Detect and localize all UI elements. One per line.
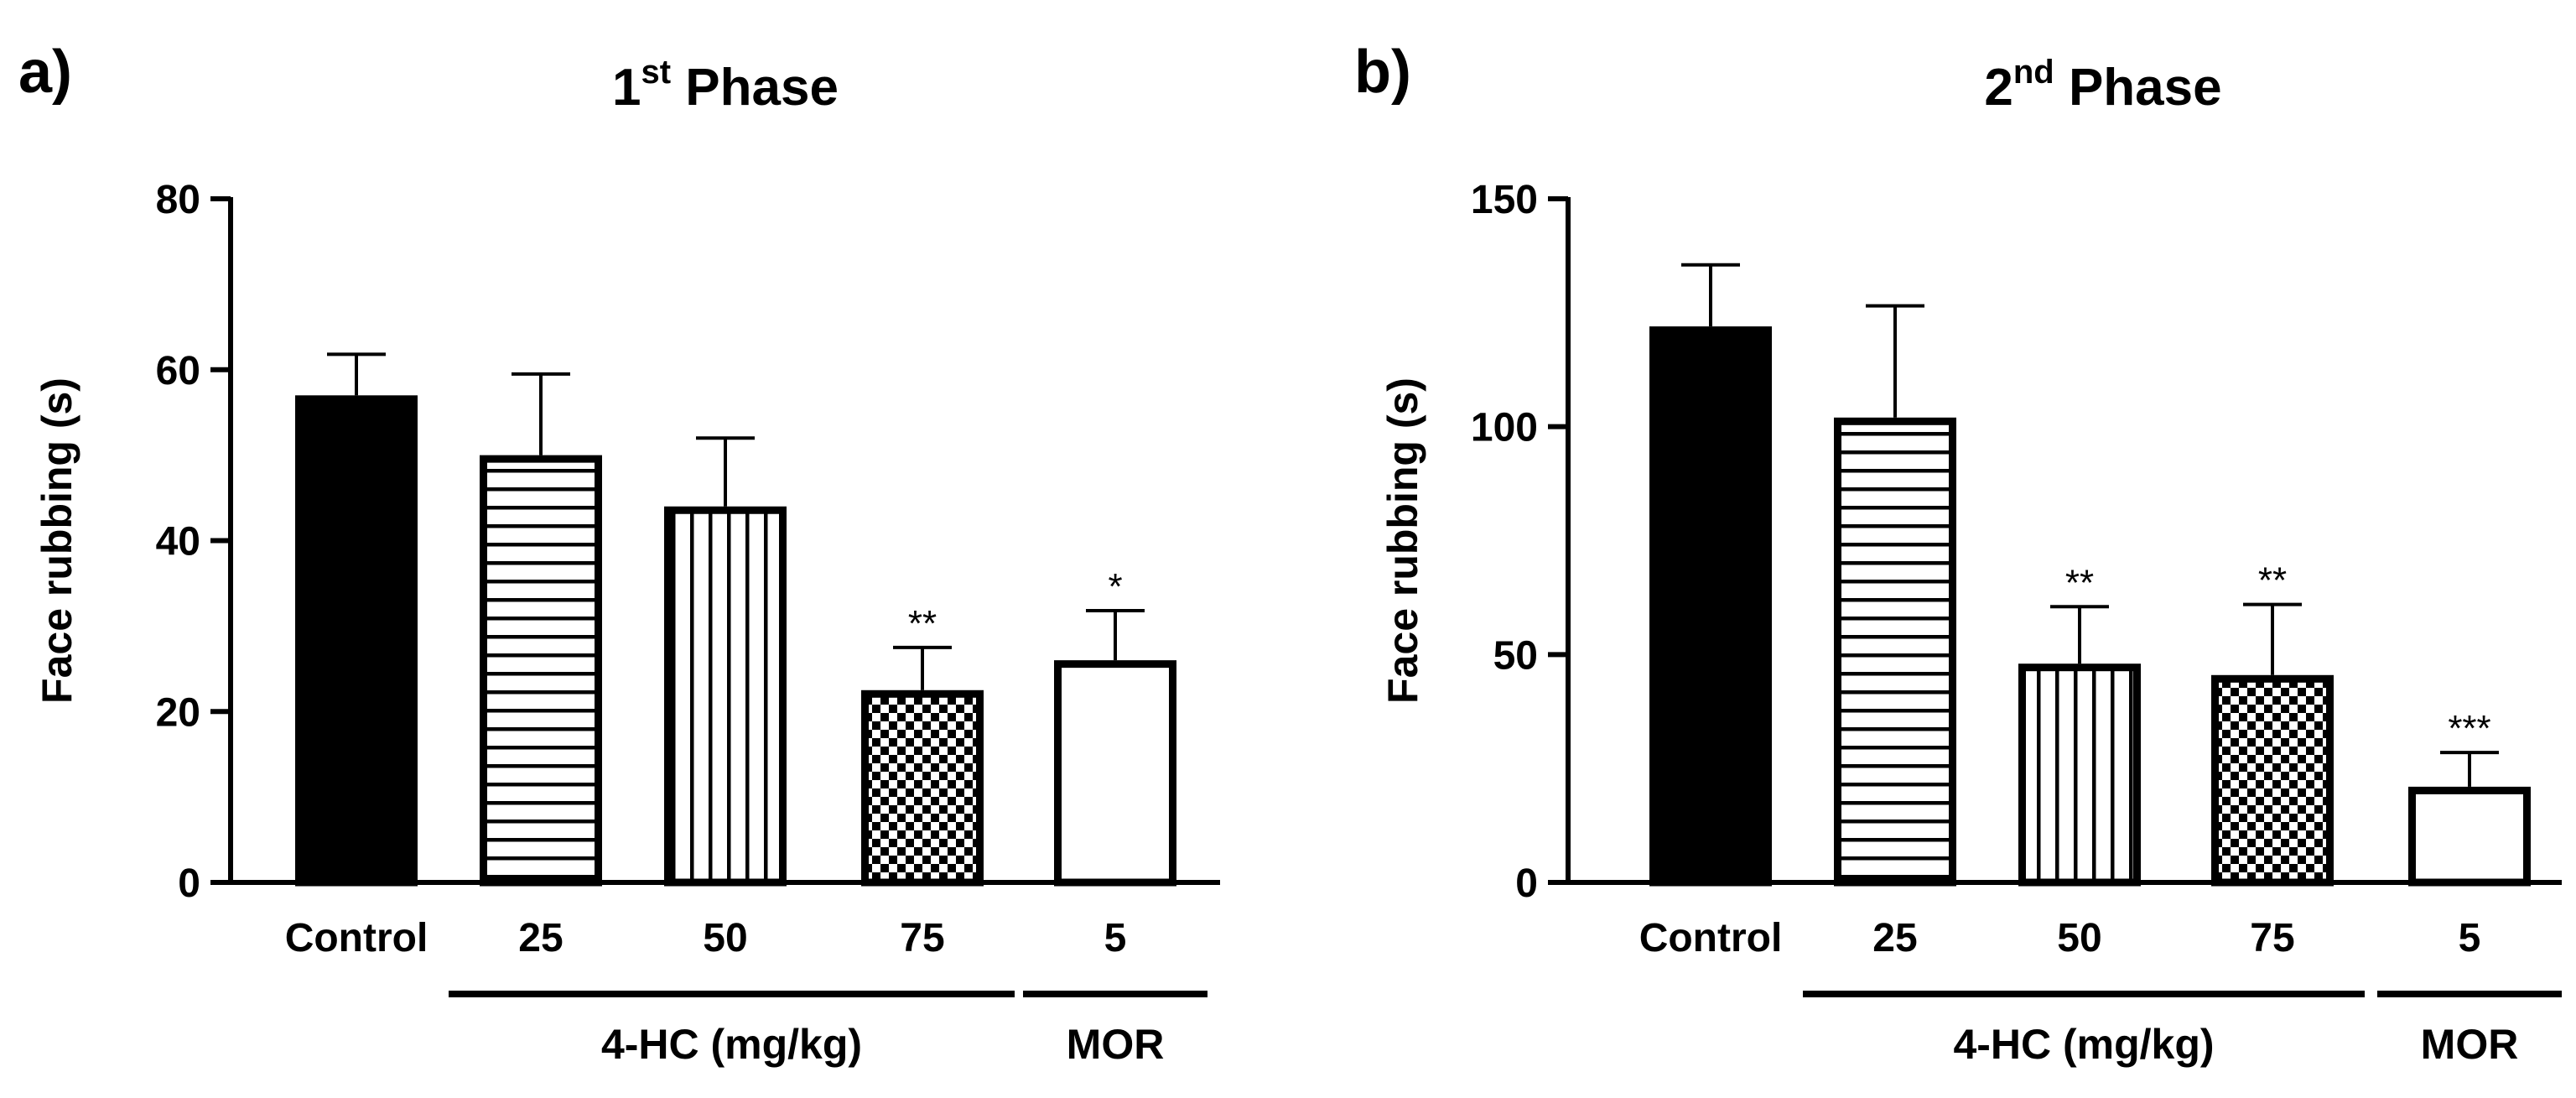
y-tick-label: 50	[1493, 633, 1538, 678]
chart-title: 2nd Phase	[1984, 54, 2221, 117]
significance-marker: ***	[2448, 708, 2490, 749]
category-label: 50	[2057, 916, 2101, 960]
y-tick-label: 40	[156, 520, 200, 565]
y-tick-label: 60	[156, 349, 200, 393]
category-label: Control	[1639, 916, 1783, 960]
group-label: 4-HC (mg/kg)	[601, 1021, 862, 1068]
bar-50	[664, 506, 787, 887]
y-tick-label: 20	[156, 690, 200, 735]
category-label: 50	[703, 916, 747, 960]
bar-75	[861, 690, 984, 887]
category-label: 25	[518, 916, 563, 960]
category-label: 25	[1872, 916, 1917, 960]
significance-marker: **	[2258, 560, 2287, 601]
bar-5	[1054, 660, 1176, 887]
significance-marker: **	[2065, 562, 2094, 603]
y-tick-label: 0	[178, 861, 200, 906]
chart-title-number: 2	[1984, 59, 2012, 117]
bar-control	[295, 395, 418, 887]
y-axis-label: Face rubbing (s)	[34, 377, 80, 704]
category-label: 75	[2250, 916, 2294, 960]
chart-title-superscript: st	[641, 54, 672, 91]
y-tick-label: 150	[1471, 178, 1538, 222]
bar-5	[2408, 786, 2531, 887]
y-tick-label: 100	[1471, 406, 1538, 450]
y-tick-label: 80	[156, 178, 200, 222]
chart-panel-b: b) 2nd Phase Face rubbing (s) 0 50 100 150 Cont…	[1354, 39, 2562, 1068]
category-label: 5	[2459, 916, 2481, 960]
chart-title-superscript: nd	[2013, 54, 2054, 91]
y-axis-label: Face rubbing (s)	[1379, 377, 1426, 704]
group-label: MOR	[1067, 1021, 1165, 1068]
category-label: 75	[900, 916, 944, 960]
bar-25	[480, 455, 602, 887]
bar-control	[1649, 326, 1772, 887]
significance-marker: *	[1108, 566, 1122, 607]
category-label: 5	[1104, 916, 1127, 960]
bar-75	[2211, 674, 2334, 887]
y-tick-label: 0	[1515, 861, 1538, 906]
chart-panel-a: a) 1st Phase Face rubbing (s) 0 20 40 60 80 Cont…	[18, 39, 1220, 1068]
panel-label: a)	[18, 39, 72, 106]
panel-label: b)	[1354, 39, 1411, 106]
significance-marker: **	[908, 603, 937, 644]
chart-title: 1st Phase	[612, 54, 839, 117]
group-label: MOR	[2421, 1021, 2519, 1068]
group-label: 4-HC (mg/kg)	[1953, 1021, 2214, 1068]
bar-25	[1834, 417, 1956, 887]
chart-title-rest: Phase	[2054, 59, 2222, 117]
chart-title-rest: Phase	[671, 59, 839, 117]
category-label: Control	[285, 916, 428, 960]
bar-50	[2018, 663, 2141, 887]
chart-title-number: 1	[612, 59, 641, 117]
